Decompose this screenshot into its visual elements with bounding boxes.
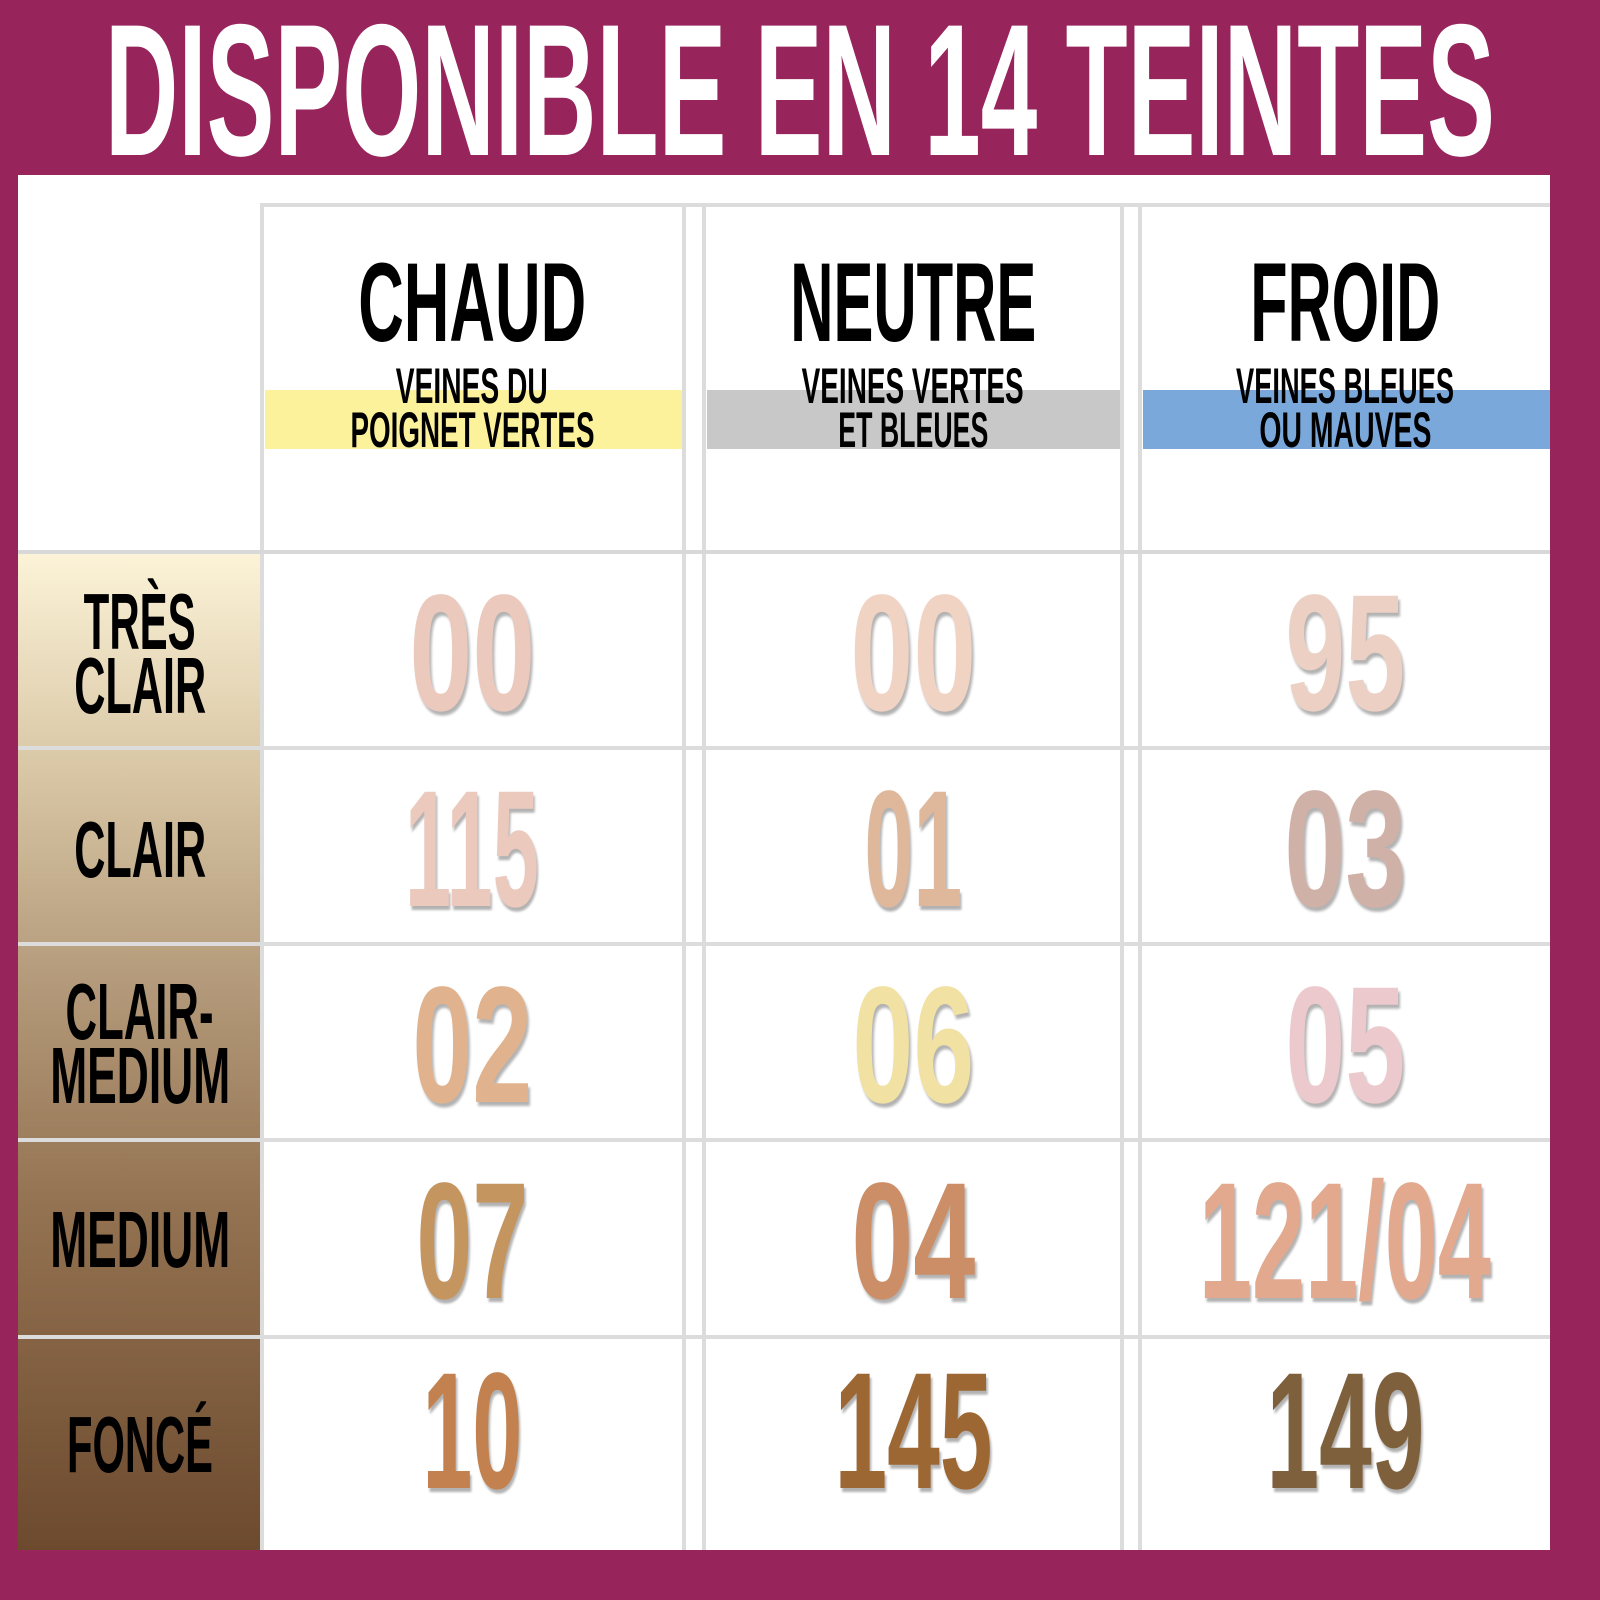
column-header-neutre: NEUTRE — [790, 239, 1036, 365]
row-label: CLAIR — [74, 805, 207, 894]
shade-code: 03 — [1284, 757, 1406, 942]
grid-line — [702, 203, 706, 1550]
grid-line — [1120, 203, 1124, 1550]
row-label: MEDIUM — [50, 1031, 231, 1120]
column-subtitle: ET BLEUES — [838, 402, 988, 458]
row-label: FONCÉ — [67, 1400, 213, 1489]
grid-line — [260, 203, 264, 1550]
row-label: TRÈS — [83, 577, 196, 666]
neutre-band — [707, 390, 1120, 449]
row-label: MEDIUM — [50, 1195, 231, 1284]
grid-line — [18, 1138, 1550, 1142]
shade-code: 06 — [852, 953, 974, 1138]
grid-line — [1138, 203, 1142, 1550]
shade-code: 145 — [834, 1339, 992, 1524]
column-header-froid: FROID — [1249, 239, 1440, 365]
shade-code: 05 — [1285, 953, 1405, 1138]
grid-line — [18, 746, 1550, 750]
shade-code: 149 — [1266, 1339, 1424, 1524]
shade-code: 115 — [405, 757, 539, 942]
grid-line — [262, 203, 1550, 207]
shade-code: 02 — [412, 953, 532, 1138]
grid-line — [18, 550, 1550, 554]
shade-code: 95 — [1285, 561, 1405, 746]
shade-code: 00 — [409, 561, 535, 746]
column-subtitle: VEINES DU — [395, 358, 548, 414]
column-subtitle: POIGNET VERTES — [350, 402, 594, 458]
row-label: CLAIR — [74, 641, 207, 730]
column-header-chaud: CHAUD — [357, 239, 586, 365]
grid-line — [682, 203, 686, 1550]
page-title: DISPONIBLE EN 14 TEINTES — [105, 0, 1496, 195]
grid-line — [18, 942, 1550, 946]
shade-code: 07 — [416, 1149, 528, 1334]
shade-code: 10 — [422, 1339, 522, 1524]
shade-code: 00 — [850, 561, 976, 746]
column-subtitle: VEINES VERTES — [802, 358, 1024, 414]
shade-code: 04 — [851, 1149, 975, 1334]
row-label: CLAIR- — [66, 967, 214, 1056]
shade-code: 121/04 — [1199, 1149, 1492, 1334]
shade-code: 01 — [864, 757, 962, 942]
depth-gradient — [18, 553, 262, 1550]
grid-line — [18, 1335, 1550, 1339]
froid-band — [1143, 390, 1550, 449]
column-subtitle: OU MAUVES — [1259, 402, 1431, 458]
chaud-band — [265, 390, 682, 449]
column-subtitle: VEINES BLEUES — [1235, 358, 1454, 414]
